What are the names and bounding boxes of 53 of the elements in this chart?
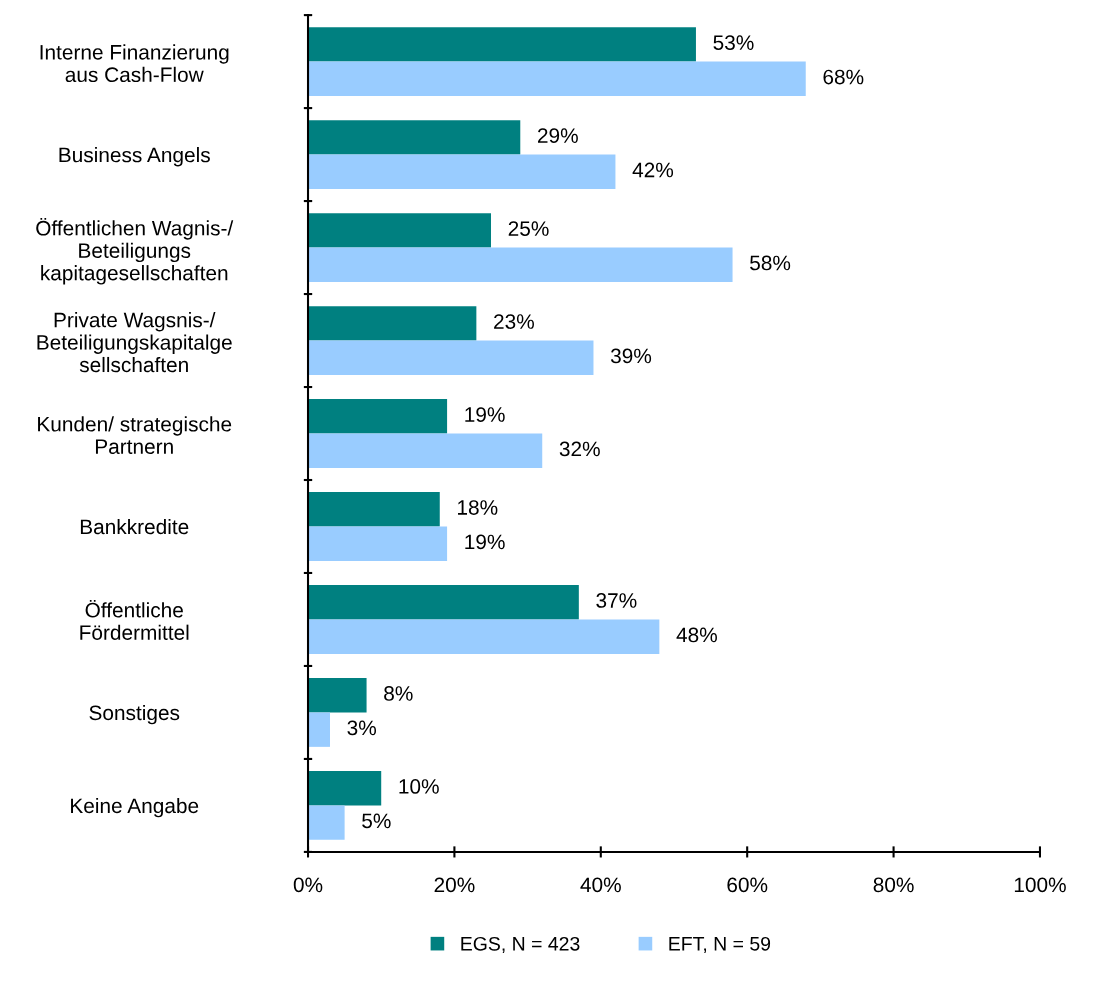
data-label: 32% (559, 441, 600, 457)
bar (308, 340, 594, 375)
bar (308, 27, 696, 62)
bar (308, 585, 579, 620)
x-tick-label: 80% (873, 877, 914, 893)
legend-label: EFT, N = 59 (669, 936, 771, 953)
bar (308, 120, 521, 155)
data-label: 19% (465, 407, 505, 422)
legend-label: EGS, N = 423 (461, 936, 580, 953)
data-label: 58% (750, 255, 791, 271)
y-tick-label: Bankkredite (80, 518, 189, 535)
bar (308, 213, 491, 248)
data-label: 37% (596, 593, 637, 608)
bar (308, 306, 477, 341)
data-label: 3% (347, 720, 377, 736)
y-tick-label: Kunden/ strategische Partnern (38, 416, 232, 454)
data-label: 42% (632, 162, 674, 178)
data-label: 25% (508, 221, 549, 236)
bar (308, 247, 733, 282)
y-tick-label: Business Angels (59, 147, 210, 167)
data-label: 5% (362, 813, 391, 829)
y-tick-label: Interne Finanzierung aus Cash-Flow (40, 44, 229, 83)
bar (308, 619, 660, 654)
bar (308, 712, 330, 747)
data-label: 19% (465, 534, 505, 550)
bar (308, 805, 345, 840)
bar (308, 61, 806, 96)
y-tick-label: Öffentlichen Wagnis-/ Beteiligungs kapitagesellschaften (36, 217, 234, 285)
x-tick-label: 100% (1014, 877, 1066, 893)
x-tick-label: 40% (580, 877, 621, 893)
x-tick-label: 0% (293, 877, 323, 893)
bar (308, 526, 448, 561)
y-tick-label: Private Wagsnis-/ Beteiligungskapitalge sellschaften (37, 312, 232, 373)
data-label: 48% (676, 627, 717, 643)
data-label: 10% (399, 779, 439, 794)
y-tick-label: Sonstiges (89, 704, 180, 725)
data-label: 18% (458, 500, 498, 515)
bar (308, 771, 382, 806)
data-label: 23% (494, 314, 534, 329)
bar (308, 678, 367, 713)
bar (308, 492, 440, 527)
x-tick-label: 20% (434, 877, 475, 893)
bar (308, 433, 543, 468)
bar (308, 154, 616, 189)
data-label: 68% (823, 69, 864, 85)
bar (308, 399, 448, 434)
data-label: 29% (538, 128, 578, 143)
y-tick-label: Keine Angabe (71, 797, 199, 818)
data-label: 53% (713, 35, 754, 50)
data-label: 39% (610, 348, 652, 364)
x-tick-label: 60% (727, 877, 768, 893)
y-tick-label: Öffentliche Fördermittel (80, 599, 189, 640)
data-label: 8% (384, 686, 413, 701)
